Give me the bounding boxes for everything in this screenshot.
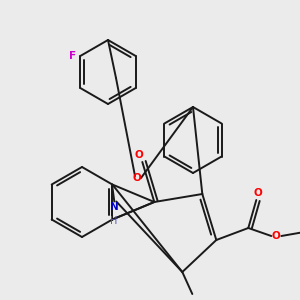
Text: O: O <box>254 188 263 198</box>
Text: O: O <box>135 150 144 160</box>
Text: N: N <box>110 202 119 212</box>
Text: F: F <box>69 51 76 61</box>
Text: O: O <box>133 173 141 183</box>
Text: H: H <box>110 215 117 226</box>
Text: O: O <box>272 231 281 241</box>
